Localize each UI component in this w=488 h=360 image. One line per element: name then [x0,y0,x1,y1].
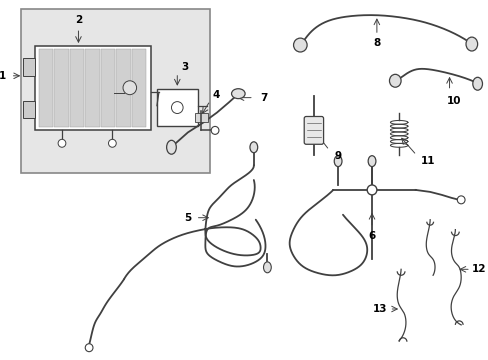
Ellipse shape [334,156,341,167]
Circle shape [456,196,464,204]
Circle shape [58,139,66,147]
Bar [157,89,197,126]
Bar [23,58,35,76]
Ellipse shape [367,156,375,167]
Ellipse shape [293,38,306,52]
Text: 4: 4 [212,90,219,100]
Text: 12: 12 [470,264,485,274]
Text: 13: 13 [372,304,386,314]
Bar [21,9,210,173]
Bar [101,49,115,127]
Ellipse shape [465,37,477,51]
Text: 2: 2 [75,15,82,25]
Ellipse shape [231,89,244,99]
FancyBboxPatch shape [35,46,151,130]
Bar [23,100,35,118]
Ellipse shape [472,77,482,90]
Circle shape [123,81,136,95]
Circle shape [211,126,219,134]
Text: 9: 9 [334,151,341,161]
Ellipse shape [166,140,176,154]
Text: 3: 3 [181,62,188,72]
Text: 7: 7 [259,93,266,103]
Bar [70,49,84,127]
Circle shape [85,344,93,352]
Bar [131,49,146,127]
Text: 8: 8 [372,38,380,48]
Text: 10: 10 [446,96,461,105]
Text: 1: 1 [0,71,6,81]
Ellipse shape [263,262,271,273]
Text: 6: 6 [367,230,375,240]
Ellipse shape [366,185,376,195]
Bar [116,49,130,127]
Bar [54,49,69,127]
Ellipse shape [388,74,400,87]
Ellipse shape [249,142,257,153]
Text: 5: 5 [184,213,191,223]
Circle shape [108,139,116,147]
Bar [85,49,100,127]
Circle shape [171,102,183,113]
Text: 11: 11 [420,156,435,166]
Bar [39,49,53,127]
Bar [194,113,208,122]
FancyBboxPatch shape [304,117,323,144]
